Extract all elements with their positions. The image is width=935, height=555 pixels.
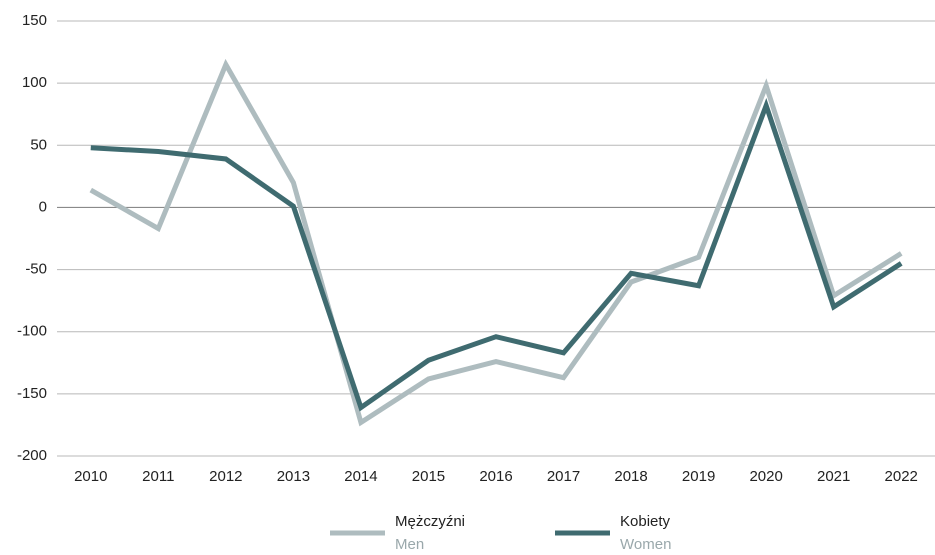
x-tick-label: 2013 [277,468,310,485]
legend-sublabel: Women [620,536,671,553]
y-tick-label: 150 [22,12,47,29]
x-tick-label: 2010 [74,468,107,485]
y-tick-label: 0 [39,198,47,215]
x-tick-label: 2011 [142,468,174,485]
series-line [89,58,903,427]
y-tick-label: -150 [17,385,47,402]
x-tick-label: 2012 [209,468,242,485]
series-line [90,98,903,412]
y-tick-label: -50 [25,261,47,278]
y-tick-label: 100 [22,74,47,91]
x-tick-label: 2016 [479,468,512,485]
x-tick-label: 2015 [412,468,445,485]
x-tick-label: 2014 [344,468,377,485]
legend-label: Kobiety [620,513,671,530]
x-tick-label: 2017 [547,468,580,485]
x-tick-label: 2022 [885,468,918,485]
y-tick-label: -200 [17,447,47,464]
y-tick-label: 50 [30,136,47,153]
x-tick-label: 2018 [614,468,647,485]
x-tick-label: 2021 [817,468,850,485]
y-tick-label: -100 [17,323,47,340]
x-tick-label: 2019 [682,468,715,485]
x-tick-label: 2020 [749,468,782,485]
legend-sublabel: Men [395,536,424,553]
legend-label: Mężczyźni [395,513,465,530]
